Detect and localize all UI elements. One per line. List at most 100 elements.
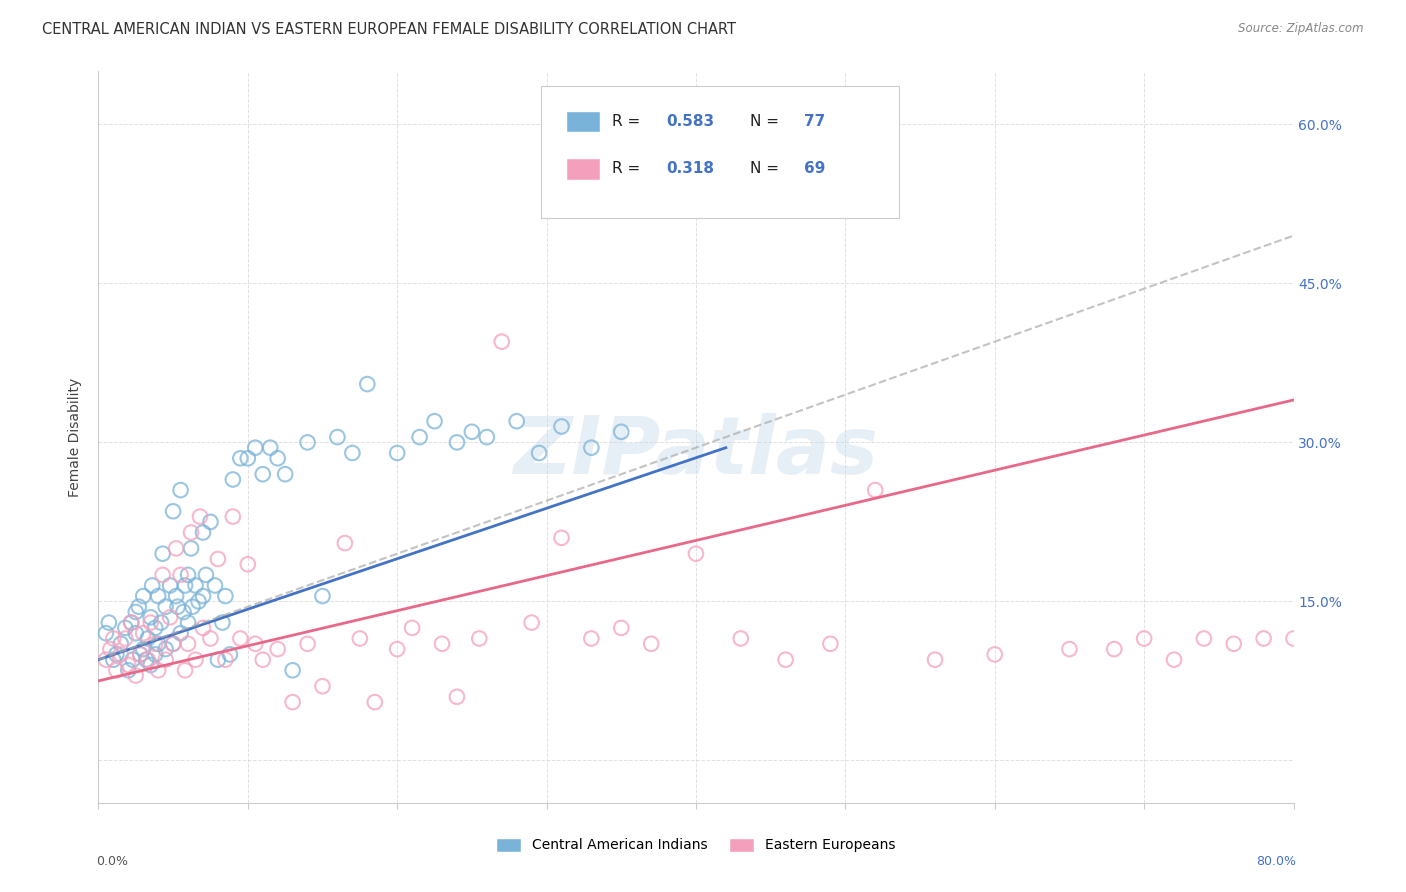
- Point: [267, 451, 290, 466]
- Point: [610, 425, 633, 439]
- Point: [527, 446, 550, 460]
- Point: [169, 626, 191, 640]
- Text: 0.0%: 0.0%: [96, 855, 128, 869]
- Point: [214, 589, 236, 603]
- Point: [166, 599, 188, 614]
- Point: [174, 578, 197, 592]
- Point: [214, 653, 236, 667]
- Point: [311, 589, 333, 603]
- Point: [222, 509, 245, 524]
- Point: [491, 334, 513, 349]
- Point: [152, 547, 174, 561]
- Point: [120, 615, 142, 630]
- Point: [252, 653, 274, 667]
- Point: [136, 632, 159, 646]
- Point: [200, 632, 222, 646]
- Point: [245, 637, 267, 651]
- Point: [430, 637, 453, 651]
- Point: [408, 430, 430, 444]
- Point: [326, 430, 349, 444]
- Point: [191, 525, 214, 540]
- Point: [148, 663, 170, 677]
- Text: Source: ZipAtlas.com: Source: ZipAtlas.com: [1239, 22, 1364, 36]
- Point: [97, 615, 120, 630]
- Point: [105, 663, 128, 677]
- Point: [333, 536, 356, 550]
- Point: [401, 621, 423, 635]
- Point: [820, 637, 842, 651]
- Point: [259, 441, 281, 455]
- Point: [169, 483, 191, 497]
- Point: [162, 637, 184, 651]
- Point: [506, 414, 529, 428]
- Point: [297, 435, 319, 450]
- Point: [150, 615, 173, 630]
- Point: [730, 632, 752, 646]
- Point: [984, 648, 1007, 662]
- Point: [135, 653, 157, 667]
- Point: [94, 653, 117, 667]
- Point: [117, 658, 139, 673]
- Point: [94, 626, 117, 640]
- Point: [139, 610, 162, 624]
- Point: [207, 653, 229, 667]
- Point: [177, 637, 200, 651]
- Text: N =: N =: [749, 114, 783, 128]
- Point: [174, 663, 197, 677]
- Point: [177, 615, 200, 630]
- Point: [132, 589, 155, 603]
- Point: [685, 547, 707, 561]
- Point: [132, 642, 155, 657]
- Point: [148, 637, 170, 651]
- Point: [128, 599, 150, 614]
- Point: [1163, 653, 1185, 667]
- Text: 69: 69: [804, 161, 825, 177]
- Point: [297, 637, 319, 651]
- Point: [159, 610, 181, 624]
- Point: [1104, 642, 1126, 657]
- Point: [136, 653, 159, 667]
- Point: [177, 567, 200, 582]
- Point: [105, 648, 128, 662]
- Point: [159, 578, 181, 592]
- FancyBboxPatch shape: [567, 112, 600, 132]
- Point: [207, 552, 229, 566]
- Point: [169, 567, 191, 582]
- Point: [446, 435, 468, 450]
- Point: [1133, 632, 1156, 646]
- Y-axis label: Female Disability: Female Disability: [69, 377, 83, 497]
- Point: [229, 451, 252, 466]
- Point: [356, 377, 378, 392]
- Point: [173, 605, 195, 619]
- Point: [181, 599, 204, 614]
- Text: 80.0%: 80.0%: [1256, 855, 1296, 869]
- Point: [581, 441, 603, 455]
- Point: [342, 446, 364, 460]
- Legend: Central American Indians, Eastern Europeans: Central American Indians, Eastern Europe…: [491, 832, 901, 858]
- Text: ZIPatlas: ZIPatlas: [513, 413, 879, 491]
- Point: [236, 451, 259, 466]
- Text: R =: R =: [613, 114, 645, 128]
- Point: [165, 589, 187, 603]
- Point: [139, 658, 162, 673]
- Point: [581, 632, 603, 646]
- Text: 0.583: 0.583: [666, 114, 714, 128]
- Point: [364, 695, 387, 709]
- Point: [865, 483, 887, 497]
- Point: [267, 642, 290, 657]
- Point: [200, 515, 222, 529]
- Point: [143, 637, 166, 651]
- Point: [117, 663, 139, 677]
- Point: [924, 653, 946, 667]
- Point: [195, 567, 218, 582]
- Point: [229, 632, 252, 646]
- Point: [148, 589, 170, 603]
- Text: CENTRAL AMERICAN INDIAN VS EASTERN EUROPEAN FEMALE DISABILITY CORRELATION CHART: CENTRAL AMERICAN INDIAN VS EASTERN EUROP…: [42, 22, 737, 37]
- Point: [155, 653, 177, 667]
- Point: [125, 605, 148, 619]
- Point: [155, 599, 177, 614]
- Point: [129, 648, 152, 662]
- Point: [1223, 637, 1246, 651]
- Point: [1059, 642, 1081, 657]
- Point: [311, 679, 333, 693]
